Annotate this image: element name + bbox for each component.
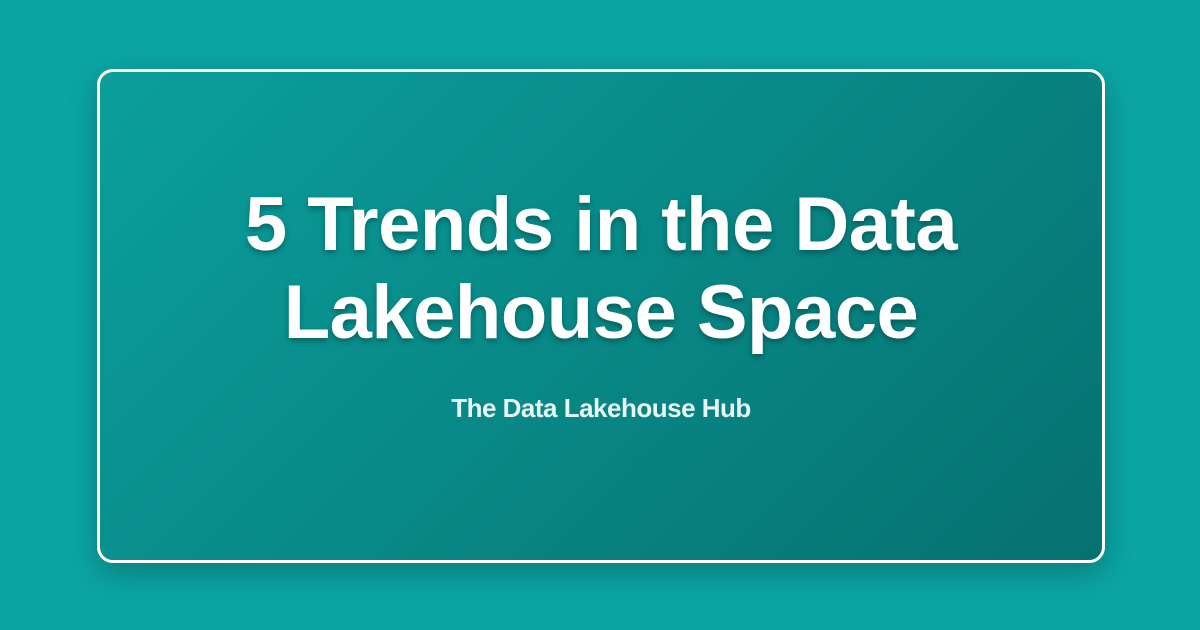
- title-card: 5 Trends in the Data Lakehouse Space The…: [97, 69, 1105, 563]
- subtitle: The Data Lakehouse Hub: [451, 392, 751, 423]
- title-line-2: Lakehouse Space: [283, 269, 919, 355]
- page-title: 5 Trends in the Data Lakehouse Space: [244, 181, 958, 357]
- title-line-1: 5 Trends in the Data: [244, 181, 958, 267]
